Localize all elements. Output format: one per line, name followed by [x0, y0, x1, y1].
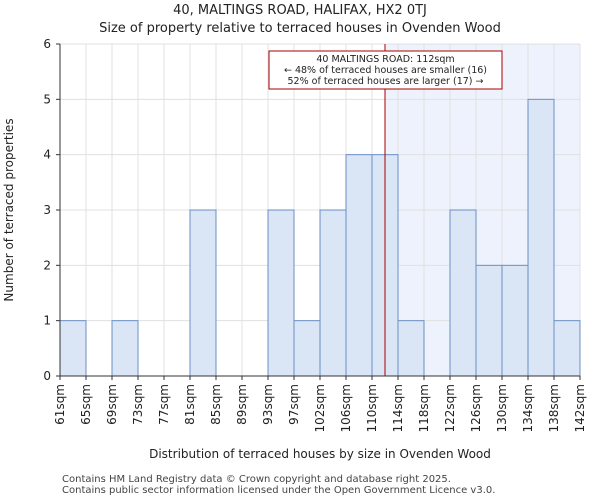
x-tick-label: 122sqm: [443, 384, 457, 432]
histogram-bar: [59, 320, 87, 377]
y-tick-label: 6: [43, 37, 51, 51]
x-tick-label: 65sqm: [79, 384, 93, 425]
histogram-bar: [111, 320, 139, 377]
y-tick-label: 1: [43, 314, 51, 328]
histogram-bar: [475, 264, 503, 377]
annotation-larger: 52% of terraced houses are larger (17) →: [288, 76, 484, 87]
histogram-bar: [319, 209, 347, 377]
histogram-bar: [267, 209, 295, 377]
y-axis-label: Number of terraced properties: [2, 118, 16, 301]
histogram-bar: [345, 154, 373, 377]
x-tick-label: 69sqm: [105, 384, 119, 425]
histogram-bar: [449, 209, 477, 377]
x-tick-label: 130sqm: [495, 384, 509, 432]
x-tick-label: 93sqm: [261, 384, 275, 425]
x-tick-label: 97sqm: [287, 384, 301, 425]
y-tick-label: 5: [43, 92, 51, 106]
x-tick-label: 134sqm: [521, 384, 535, 432]
annotation-smaller: ← 48% of terraced houses are smaller (16…: [284, 65, 487, 76]
x-tick-label: 73sqm: [131, 384, 145, 425]
y-tick-label: 2: [43, 258, 51, 272]
x-tick-label: 85sqm: [209, 384, 223, 425]
y-tick-label: 0: [43, 369, 51, 383]
x-tick-label: 81sqm: [183, 384, 197, 425]
histogram-bar: [189, 209, 217, 377]
x-tick-label: 114sqm: [391, 384, 405, 432]
x-tick-label: 77sqm: [157, 384, 171, 425]
x-axis-label: Distribution of terraced houses by size …: [149, 447, 491, 461]
x-tick-label: 106sqm: [339, 384, 353, 432]
y-tick-label: 4: [43, 148, 51, 162]
x-tick-label: 142sqm: [573, 384, 587, 432]
annotation-box: [268, 50, 503, 90]
y-tick-label: 3: [43, 203, 51, 217]
footer-licence: Contains public sector information licen…: [62, 485, 496, 496]
annotation-title: 40 MALTINGS ROAD: 112sqm: [316, 54, 454, 65]
x-tick-label: 126sqm: [469, 384, 483, 432]
histogram-bar: [501, 264, 529, 377]
chart-subtitle: Size of property relative to terraced ho…: [99, 21, 501, 36]
histogram-bar: [527, 98, 555, 377]
histogram-bar: [293, 320, 321, 377]
histogram-bar: [397, 320, 425, 377]
x-tick-label: 89sqm: [235, 384, 249, 425]
x-tick-label: 102sqm: [313, 384, 327, 432]
x-tick-label: 110sqm: [365, 384, 379, 432]
x-tick-label: 138sqm: [547, 384, 561, 432]
x-tick-label: 61sqm: [53, 384, 67, 425]
footer-copyright: Contains HM Land Registry data © Crown c…: [62, 474, 451, 485]
x-tick-label: 118sqm: [417, 384, 431, 432]
histogram-bar: [553, 320, 581, 377]
chart-title: 40, MALTINGS ROAD, HALIFAX, HX2 0TJ: [173, 3, 427, 18]
